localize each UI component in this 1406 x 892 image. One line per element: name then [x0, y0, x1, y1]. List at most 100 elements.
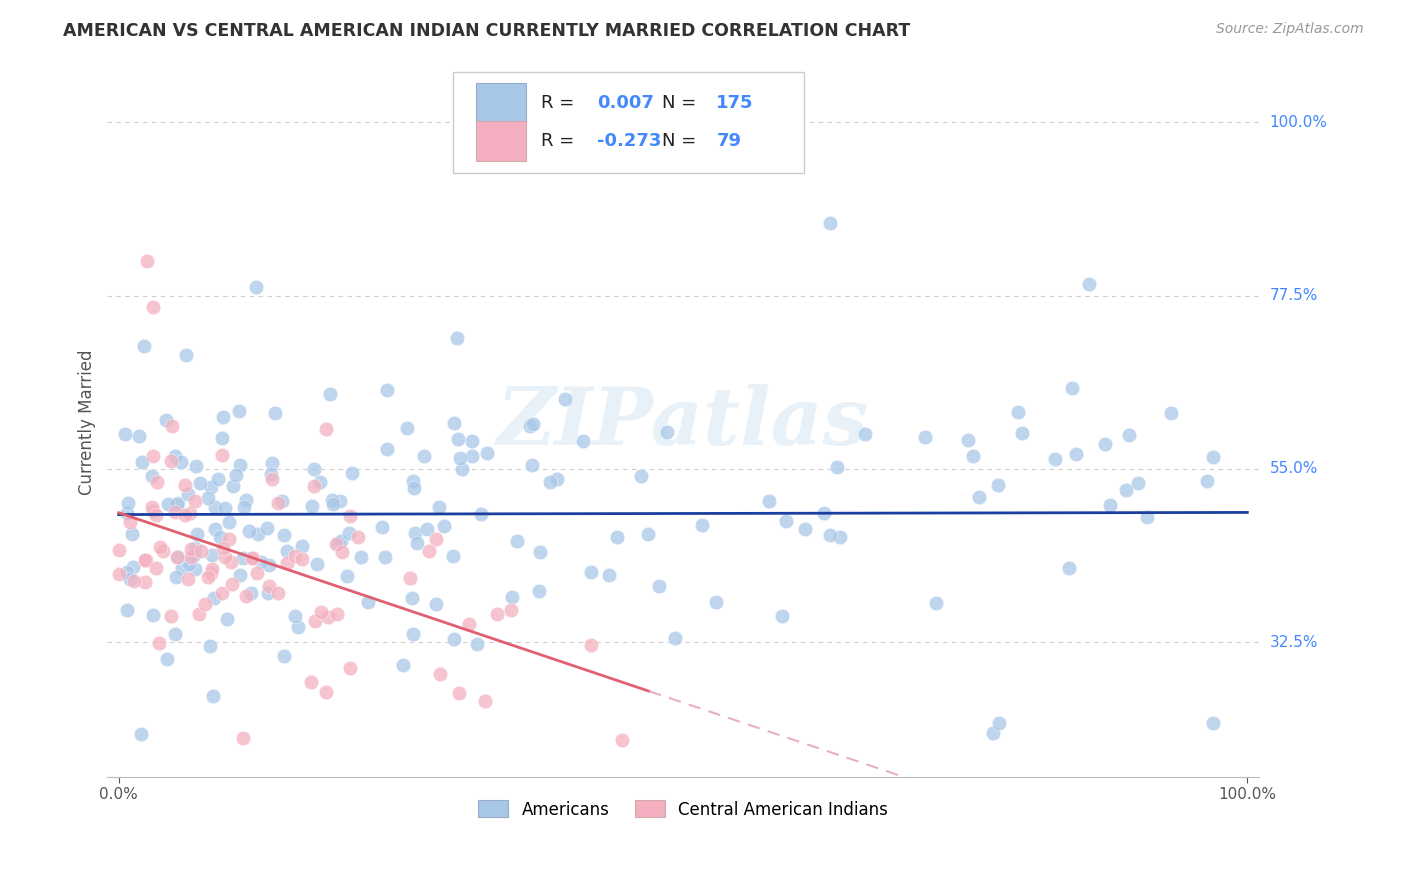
- Point: [225, 467, 247, 482]
- Point: [284, 549, 307, 564]
- Point: [177, 487, 200, 501]
- Point: [356, 594, 378, 608]
- Point: [962, 449, 984, 463]
- Point: [256, 586, 278, 600]
- Point: [501, 590, 523, 604]
- Point: [529, 545, 551, 559]
- Point: [156, 497, 179, 511]
- Point: [122, 559, 145, 574]
- Point: [447, 432, 470, 446]
- Point: [914, 430, 936, 444]
- Point: [538, 475, 561, 490]
- Point: [246, 566, 269, 580]
- Point: [204, 522, 226, 536]
- Point: [121, 527, 143, 541]
- Point: [184, 562, 207, 576]
- Point: [149, 540, 172, 554]
- Point: [201, 548, 224, 562]
- Point: [198, 639, 221, 653]
- Point: [391, 657, 413, 672]
- Point: [242, 551, 264, 566]
- Point: [228, 404, 250, 418]
- Point: [1136, 510, 1159, 524]
- Point: [793, 522, 815, 536]
- Point: [304, 615, 326, 629]
- Point: [183, 541, 205, 555]
- Point: [522, 458, 544, 472]
- Point: [433, 518, 456, 533]
- Point: [441, 549, 464, 563]
- Point: [818, 528, 841, 542]
- Point: [270, 494, 292, 508]
- Point: [180, 550, 202, 565]
- Point: [375, 383, 398, 397]
- Point: [612, 733, 634, 747]
- Point: [146, 475, 169, 489]
- Point: [579, 566, 602, 580]
- FancyBboxPatch shape: [475, 83, 526, 122]
- Point: [1202, 716, 1225, 731]
- Point: [238, 524, 260, 538]
- Point: [340, 466, 363, 480]
- Point: [474, 694, 496, 708]
- Point: [664, 631, 686, 645]
- Point: [402, 627, 425, 641]
- Point: [527, 584, 550, 599]
- Point: [284, 609, 307, 624]
- Point: [162, 418, 184, 433]
- Point: [1094, 437, 1116, 451]
- Point: [1195, 474, 1218, 488]
- Point: [853, 426, 876, 441]
- Point: [229, 567, 252, 582]
- Point: [135, 553, 157, 567]
- Point: [235, 493, 257, 508]
- Point: [197, 570, 219, 584]
- Point: [425, 597, 447, 611]
- Point: [260, 472, 283, 486]
- Text: ZIPatlas: ZIPatlas: [496, 384, 869, 461]
- Point: [1043, 451, 1066, 466]
- Point: [336, 569, 359, 583]
- Point: [207, 472, 229, 486]
- Point: [988, 716, 1011, 731]
- Point: [134, 553, 156, 567]
- Point: [374, 549, 396, 564]
- Point: [142, 504, 165, 518]
- Point: [267, 496, 290, 510]
- Point: [177, 572, 200, 586]
- Point: [429, 667, 451, 681]
- Point: [330, 545, 353, 559]
- Point: [316, 609, 339, 624]
- Point: [1007, 405, 1029, 419]
- Point: [1011, 425, 1033, 440]
- FancyBboxPatch shape: [453, 72, 804, 173]
- Point: [135, 254, 157, 268]
- Point: [173, 508, 195, 522]
- Point: [200, 479, 222, 493]
- Point: [412, 449, 434, 463]
- Point: [1059, 561, 1081, 575]
- Point: [825, 460, 848, 475]
- Point: [260, 467, 283, 482]
- Point: [163, 505, 186, 519]
- Point: [475, 446, 498, 460]
- Point: [229, 458, 252, 472]
- Point: [180, 541, 202, 556]
- Point: [925, 596, 948, 610]
- Point: [1098, 499, 1121, 513]
- Point: [141, 469, 163, 483]
- Point: [141, 500, 163, 514]
- Text: N =: N =: [662, 132, 702, 150]
- Point: [240, 586, 263, 600]
- Point: [245, 280, 267, 294]
- Point: [172, 560, 194, 574]
- Point: [429, 500, 451, 514]
- Point: [425, 532, 447, 546]
- Point: [465, 637, 488, 651]
- Point: [704, 595, 727, 609]
- Point: [690, 517, 713, 532]
- Point: [315, 685, 337, 699]
- Point: [219, 555, 242, 569]
- Point: [166, 550, 188, 565]
- Point: [173, 478, 195, 492]
